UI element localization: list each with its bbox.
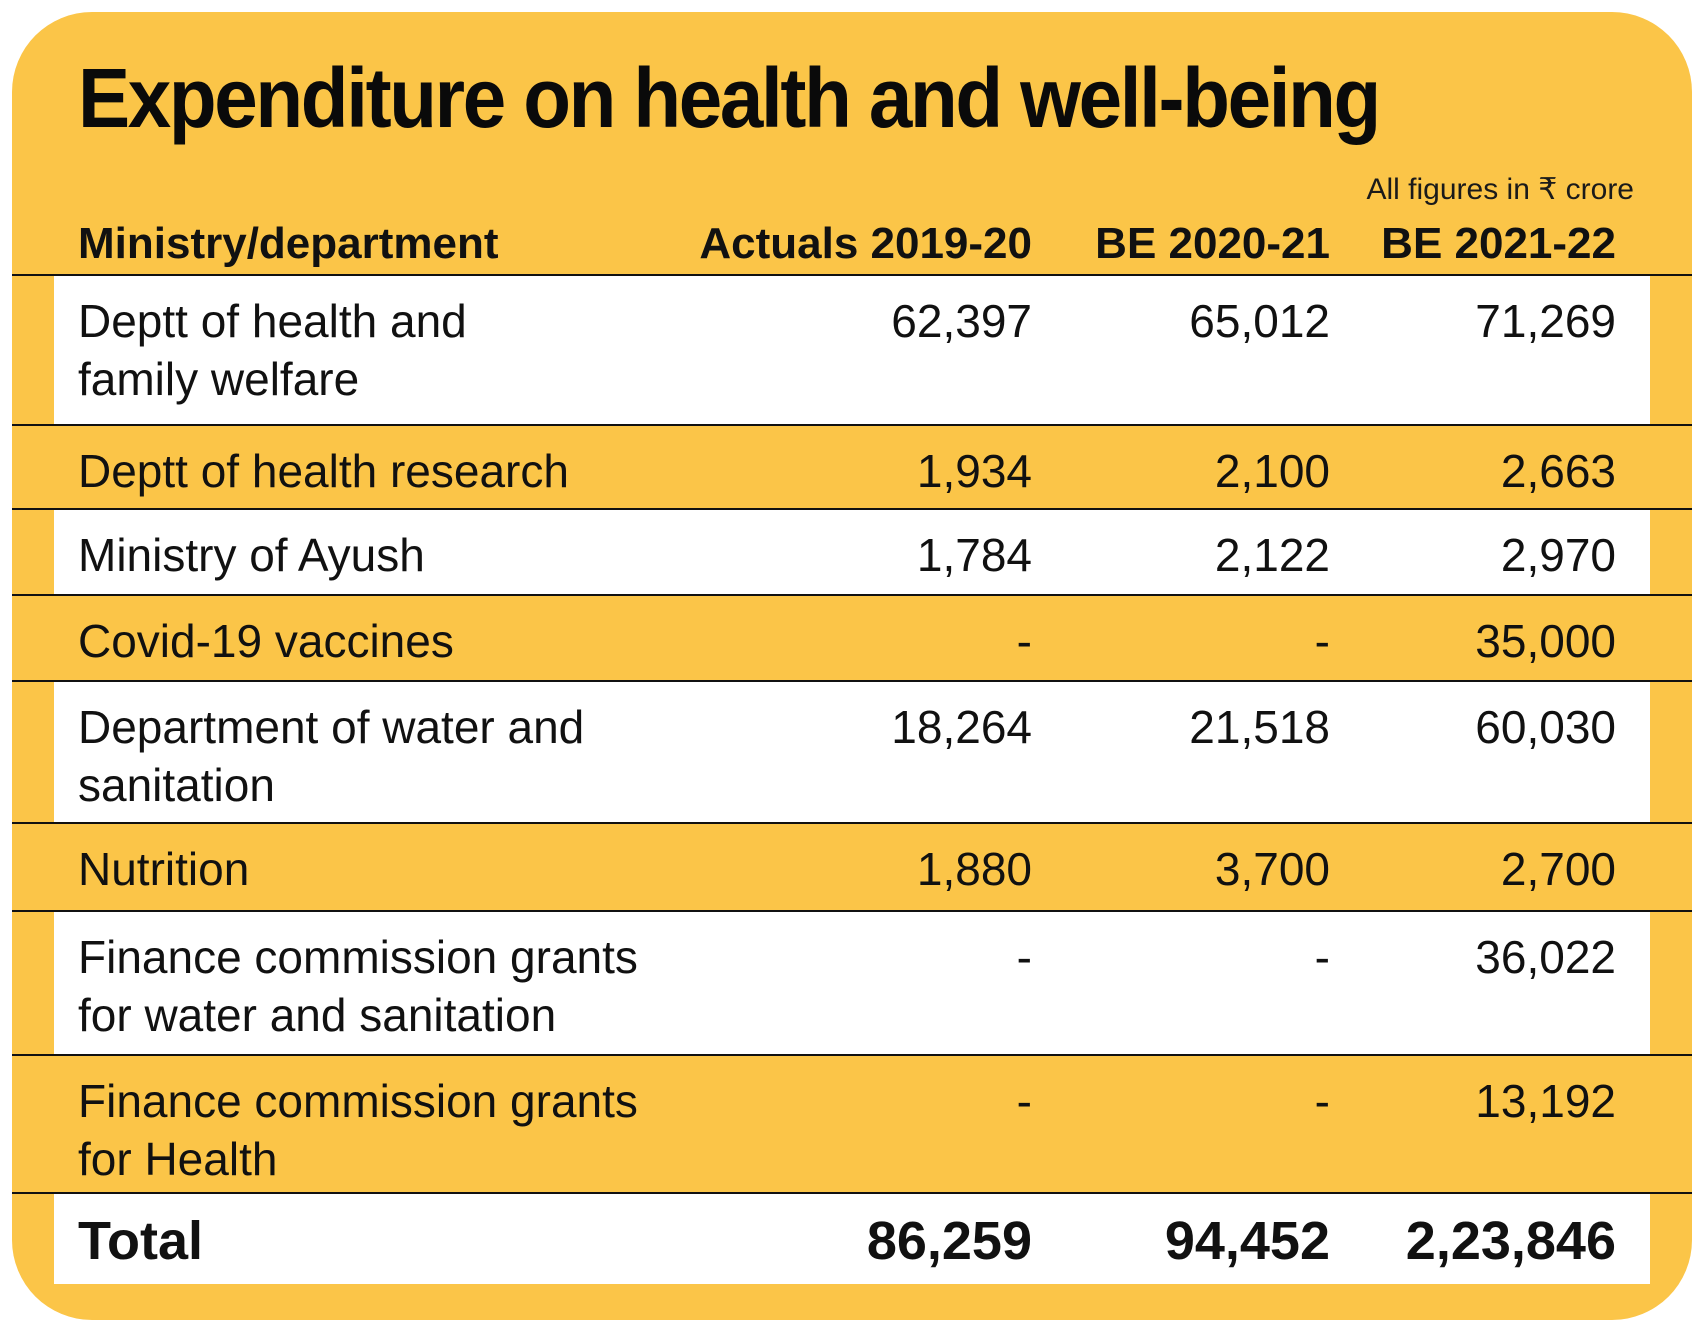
total-label: Total	[78, 1211, 203, 1271]
row-label: Finance commission grants for water and s…	[78, 931, 638, 1041]
cell-value-be-2021-22: 13,192	[1475, 1075, 1616, 1127]
cell-value-actuals-2019-20: -	[1016, 931, 1032, 983]
cell-value-be-2020-21: 65,012	[1189, 295, 1330, 347]
units-note: All figures in ₹ crore	[1366, 173, 1634, 206]
row-label: Nutrition	[78, 843, 250, 895]
column-header-be-2020-21: BE 2020-21	[1095, 219, 1330, 268]
row-label: Department of water and sanitation	[78, 701, 585, 811]
table-row: Ministry of Ayush 1,784 2,122 2,970	[12, 508, 1692, 594]
cell-value-actuals-2019-20: -	[1016, 615, 1032, 667]
cell-value-be-2021-22: 2,970	[1500, 529, 1616, 581]
data-table: Deptt of health and family welfare 62,397 6…	[12, 274, 1692, 1284]
row-label: Covid-19 vaccines	[78, 615, 454, 667]
table-row: Deptt of health research 1,934 2,100 2,663	[12, 424, 1692, 508]
cell-value-be-2020-21: -	[1314, 1075, 1330, 1127]
cell-value-be-2020-21: 3,700	[1214, 843, 1330, 895]
cell-value-actuals-2019-20: 1,934	[916, 445, 1032, 497]
table-row: Deptt of health and family welfare 62,397 6…	[12, 274, 1692, 424]
cell-value-be-2021-22: 71,269	[1475, 295, 1616, 347]
table-row: Nutrition 1,880 3,700 2,700	[12, 822, 1692, 910]
table-row: Finance commission grants for water and s…	[12, 910, 1692, 1054]
cell-value-be-2020-21: 2,100	[1214, 445, 1330, 497]
cell-value-be-2021-22: 2,700	[1500, 843, 1616, 895]
cell-value-actuals-2019-20: 62,397	[891, 295, 1032, 347]
cell-value-actuals-2019-20: 18,264	[891, 701, 1032, 753]
table-row: Finance commission grants for Health - - 13,…	[12, 1054, 1692, 1192]
cell-value-be-2021-22: 60,030	[1475, 701, 1616, 753]
table-row: Department of water and sanitation 18,264 2…	[12, 680, 1692, 822]
cell-value-actuals-2019-20: -	[1016, 1075, 1032, 1127]
column-header-actuals-2019-20: Actuals 2019-20	[699, 219, 1032, 268]
total-row: Total 86,259 94,452 2,23,846	[12, 1192, 1692, 1284]
table-row: Covid-19 vaccines - - 35,000	[12, 594, 1692, 680]
cell-value-be-2021-22: 36,022	[1475, 931, 1616, 983]
cell-value-be-2020-21: -	[1314, 615, 1330, 667]
cell-value-be-2020-21: 21,518	[1189, 701, 1330, 753]
total-value-be-2020-21: 94,452	[1164, 1211, 1330, 1271]
cell-value-be-2021-22: 2,663	[1500, 445, 1616, 497]
column-header-be-2021-22: BE 2021-22	[1381, 219, 1616, 268]
total-value-actuals-2019-20: 86,259	[866, 1211, 1032, 1271]
cell-value-be-2020-21: -	[1314, 931, 1330, 983]
row-label: Deptt of health research	[78, 445, 569, 497]
page-title: Expenditure on health and well-being	[78, 51, 1381, 145]
column-header-ministry: Ministry/department	[78, 219, 499, 268]
cell-value-actuals-2019-20: 1,880	[916, 843, 1032, 895]
cell-value-be-2021-22: 35,000	[1475, 615, 1616, 667]
row-label: Ministry of Ayush	[78, 529, 425, 581]
cell-value-be-2020-21: 2,122	[1214, 529, 1330, 581]
infographic-card: Expenditure on health and well-being All…	[12, 12, 1692, 1320]
row-label: Deptt of health and family welfare	[78, 295, 467, 405]
cell-value-actuals-2019-20: 1,784	[916, 529, 1032, 581]
row-label: Finance commission grants for Health	[78, 1075, 638, 1185]
total-value-be-2021-22: 2,23,846	[1405, 1211, 1616, 1271]
